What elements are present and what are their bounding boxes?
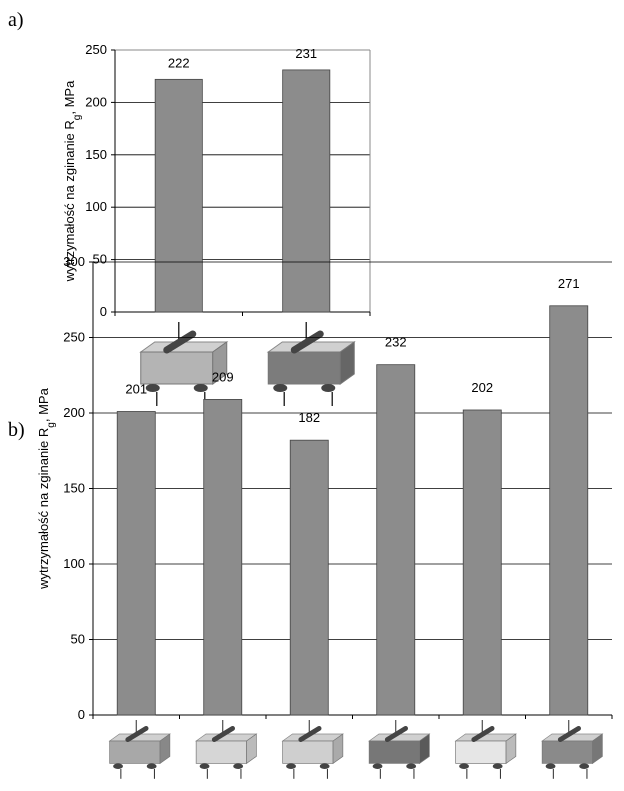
support — [233, 763, 243, 769]
specimen-front — [141, 352, 213, 384]
y-tick-label: 0 — [78, 707, 85, 722]
y-tick-label: 0 — [100, 304, 107, 319]
y-axis-label-part: , MPa — [62, 80, 77, 115]
support — [493, 763, 503, 769]
y-axis-label: wytrzymałość na zginanie Rg, MPa — [36, 387, 57, 589]
value-label: 201 — [125, 381, 147, 396]
y-tick-label: 50 — [93, 252, 107, 267]
y-tick-label: 300 — [63, 254, 85, 269]
support — [200, 763, 210, 769]
bar — [204, 399, 242, 715]
y-tick-label: 200 — [63, 405, 85, 420]
specimen-illustration — [196, 720, 256, 779]
value-label: 202 — [471, 380, 493, 395]
bar — [117, 411, 155, 715]
value-label: 182 — [298, 410, 320, 425]
support — [146, 384, 160, 392]
specimen-front — [196, 741, 246, 763]
support — [321, 384, 335, 392]
support — [579, 763, 589, 769]
support — [373, 763, 383, 769]
specimen-illustration — [542, 720, 602, 779]
panel-label: a) — [8, 9, 24, 31]
support — [286, 763, 296, 769]
specimen-front — [283, 741, 333, 763]
specimen-front — [268, 352, 340, 384]
support — [113, 763, 123, 769]
bar — [290, 440, 328, 715]
value-label: 222 — [168, 55, 190, 70]
bar — [283, 70, 330, 312]
specimen-illustration — [456, 720, 516, 779]
support — [546, 763, 556, 769]
y-tick-label: 250 — [63, 330, 85, 345]
specimen-illustration — [369, 720, 429, 779]
specimen-illustration — [283, 720, 343, 779]
specimen-front — [110, 741, 160, 763]
specimen-front — [456, 741, 506, 763]
support — [194, 384, 208, 392]
support — [147, 763, 157, 769]
y-tick-label: 200 — [85, 94, 107, 109]
bar — [550, 306, 588, 715]
y-axis-label: wytrzymałość na zginanie Rg, MPa — [62, 80, 83, 282]
y-axis-label-part: wytrzymałość na zginanie R — [36, 428, 51, 590]
y-axis-label-part: , MPa — [36, 387, 51, 422]
y-tick-label: 100 — [85, 199, 107, 214]
y-tick-label: 150 — [63, 481, 85, 496]
value-label: 209 — [212, 369, 234, 384]
specimen-illustration — [110, 720, 170, 779]
panel-label: b) — [8, 419, 25, 441]
value-label: 231 — [295, 46, 317, 61]
bar — [463, 410, 501, 715]
specimen-front — [369, 741, 419, 763]
support — [406, 763, 416, 769]
support — [459, 763, 469, 769]
specimen-front — [542, 741, 592, 763]
page: a) wytrzymałość na zginanie Rg, MPa 0 50 100… — [0, 0, 624, 791]
value-label: 271 — [558, 276, 580, 291]
value-label: 232 — [385, 335, 407, 350]
bar — [155, 79, 202, 312]
support — [273, 384, 287, 392]
support — [320, 763, 330, 769]
y-tick-label: 100 — [63, 556, 85, 571]
y-tick-label: 150 — [85, 147, 107, 162]
y-tick-label: 250 — [85, 42, 107, 57]
bar — [377, 365, 415, 715]
y-tick-label: 50 — [71, 632, 85, 647]
specimen-illustration — [141, 322, 227, 406]
specimen-illustration — [268, 322, 354, 406]
